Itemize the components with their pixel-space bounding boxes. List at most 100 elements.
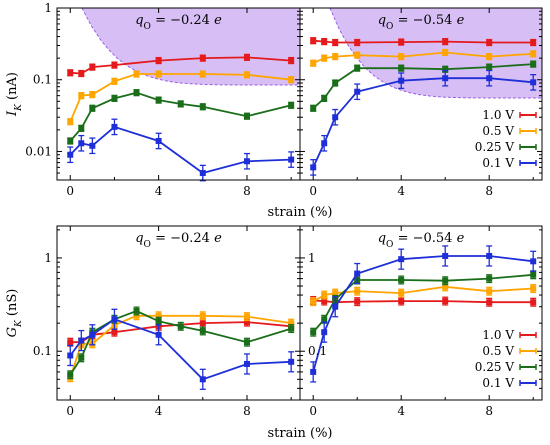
data-point bbox=[288, 76, 295, 83]
y-tick-label: 0.1 bbox=[33, 344, 52, 358]
x-tick-label: 4 bbox=[397, 184, 405, 198]
data-point bbox=[133, 89, 140, 96]
legend-label: 1.0 V bbox=[482, 328, 514, 342]
data-point bbox=[332, 114, 339, 121]
panel-title: qO = −0.24 e bbox=[135, 231, 222, 250]
x-tick-label: 0 bbox=[309, 404, 317, 418]
data-point bbox=[89, 105, 96, 112]
legend-label: 0.1 V bbox=[482, 156, 514, 170]
data-point bbox=[486, 39, 493, 46]
legend-label: 0.25 V bbox=[475, 140, 515, 154]
series-line-0.1V bbox=[69, 125, 292, 174]
legend-label: 0.1 V bbox=[482, 376, 514, 390]
data-point bbox=[398, 256, 405, 263]
data-point bbox=[199, 170, 206, 177]
x-axis-label-bottom: strain (%) bbox=[267, 426, 332, 441]
data-point bbox=[67, 371, 74, 378]
data-point bbox=[199, 55, 206, 62]
data-point bbox=[310, 368, 317, 375]
panel-frame-bottom-left bbox=[56, 225, 301, 401]
data-point bbox=[199, 320, 206, 327]
data-point bbox=[89, 331, 96, 338]
panel-frame-top-right bbox=[299, 7, 543, 181]
data-point bbox=[199, 327, 206, 334]
legend-label: 0.5 V bbox=[482, 344, 514, 358]
y-tick-label: 1 bbox=[44, 251, 52, 265]
data-point bbox=[354, 52, 361, 59]
data-point bbox=[398, 277, 405, 284]
data-point bbox=[321, 55, 328, 62]
data-point bbox=[310, 329, 317, 336]
data-point bbox=[67, 118, 74, 125]
data-point bbox=[321, 95, 328, 102]
data-point bbox=[155, 318, 162, 325]
data-point bbox=[177, 100, 184, 107]
x-tick-label: 8 bbox=[243, 184, 251, 198]
data-point bbox=[486, 275, 493, 282]
data-point bbox=[486, 288, 493, 295]
data-point bbox=[67, 137, 74, 144]
data-point bbox=[288, 57, 295, 64]
data-point bbox=[332, 80, 339, 87]
data-point bbox=[486, 53, 493, 60]
data-point bbox=[78, 140, 85, 147]
data-point bbox=[398, 39, 405, 46]
data-point bbox=[354, 39, 361, 46]
data-point bbox=[89, 64, 96, 71]
x-tick-label: 8 bbox=[243, 404, 251, 418]
data-point bbox=[155, 71, 162, 78]
data-point bbox=[354, 65, 361, 72]
data-point bbox=[332, 39, 339, 46]
data-point bbox=[243, 54, 250, 61]
series-line-0.25V bbox=[312, 273, 534, 333]
y-tick-label: 1 bbox=[44, 1, 52, 15]
data-point bbox=[133, 71, 140, 78]
series-line-0.1V bbox=[312, 77, 534, 168]
data-point bbox=[288, 102, 295, 109]
data-point bbox=[530, 285, 537, 292]
legends: 1.0 V 0.5 V 0.25 V 0.1 V 1.0 V 0.5 V 0.25 V 0.1… bbox=[475, 108, 537, 390]
data-point bbox=[243, 339, 250, 346]
data-point bbox=[530, 79, 537, 86]
data-point bbox=[398, 77, 405, 84]
data-point bbox=[67, 339, 74, 346]
data-point bbox=[243, 158, 250, 165]
data-point bbox=[321, 140, 328, 147]
data-point bbox=[321, 38, 328, 45]
data-point bbox=[486, 299, 493, 306]
data-point bbox=[78, 337, 85, 344]
data-point bbox=[530, 271, 537, 278]
data-point bbox=[111, 329, 118, 336]
series-line-0.25V bbox=[69, 91, 292, 142]
legend-label: 0.5 V bbox=[482, 124, 514, 138]
panel-title: qO = −0.24 e bbox=[135, 13, 222, 32]
data-point bbox=[89, 91, 96, 98]
y-tick-label: 0.01 bbox=[25, 144, 52, 158]
data-point bbox=[111, 123, 118, 130]
data-point bbox=[78, 92, 85, 99]
x-axis-label-top: strain (%) bbox=[267, 205, 332, 220]
data-point bbox=[67, 352, 74, 359]
data-point bbox=[321, 292, 328, 299]
panel-title: qO = −0.54 e bbox=[378, 13, 465, 32]
data-point bbox=[310, 298, 317, 305]
data-point bbox=[111, 62, 118, 69]
data-point bbox=[321, 316, 328, 323]
data-point bbox=[89, 142, 96, 149]
data-point bbox=[354, 288, 361, 295]
data-point bbox=[67, 69, 74, 76]
data-point bbox=[486, 64, 493, 71]
data-point bbox=[310, 60, 317, 67]
x-tick-label: 0 bbox=[309, 184, 317, 198]
data-point bbox=[530, 39, 537, 46]
data-series bbox=[67, 37, 537, 390]
data-point bbox=[310, 164, 317, 171]
shaded-boundary-top-left bbox=[81, 7, 300, 86]
x-tick-label: 4 bbox=[155, 184, 163, 198]
data-point bbox=[133, 307, 140, 314]
data-point bbox=[332, 303, 339, 310]
axis-text: 0 4 8 0.01 0.1 1 qO = −0.24 e 0 4 8 qO = −0.54 e 0 4… bbox=[5, 1, 493, 441]
data-point bbox=[199, 376, 206, 383]
data-point bbox=[442, 75, 449, 82]
shaded-region-top-left bbox=[82, 8, 300, 85]
